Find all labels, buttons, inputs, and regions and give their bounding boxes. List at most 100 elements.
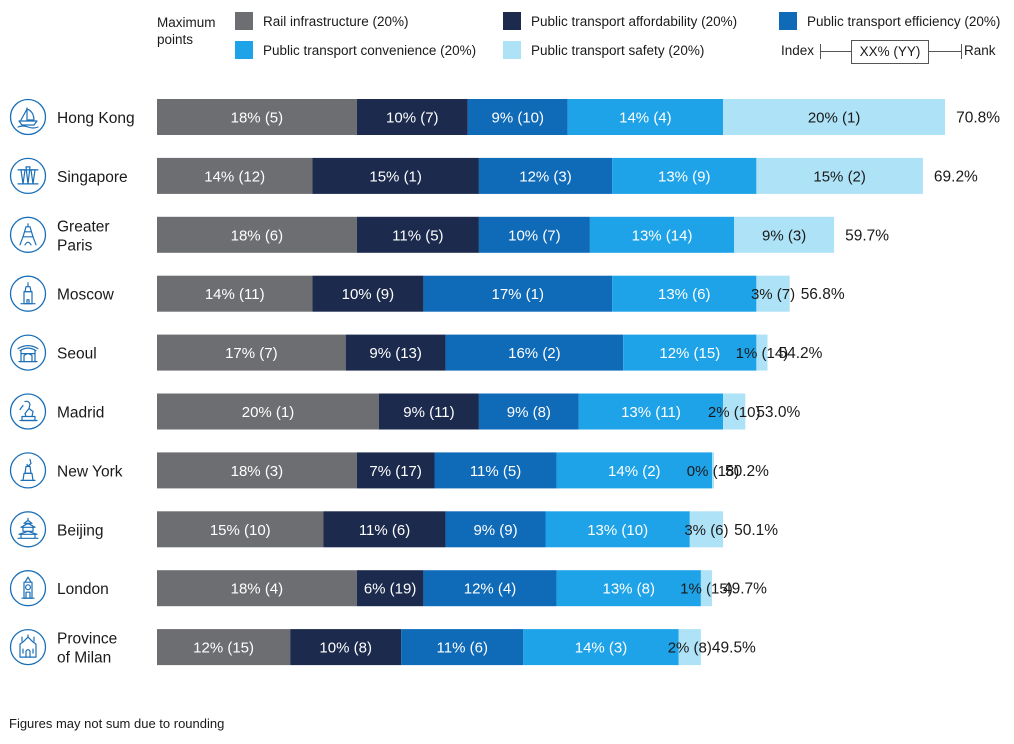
bar-row: Moscow 14% (11) 10% (9) 17% (1) 13% (6) 3% (7… [9,275,845,312]
footnote: Figures may not sum due to rounding [9,716,225,731]
bar-value-label: 2% (8) [668,640,712,657]
bar-segment [356,452,435,489]
bar-value-label: 3% (7) [751,286,795,303]
bar-value-label: 1% (15) [680,581,733,598]
category-label: London [57,581,109,598]
bar-segment [157,157,313,194]
madrid-statue-icon [9,393,47,430]
bar-row: Madrid 20% (1) 9% (11) 9% (8) 13% (11) 2% (10… [9,393,800,430]
bar-value-label: 2% (10) [708,404,761,421]
bar-segment [445,511,546,548]
bar-value-label: 9% (3) [762,227,806,244]
legend-item-convenience: Public transport convenience (20%) [235,41,476,59]
bar-value-label: 9% (11) [403,404,454,421]
bar-segment [467,99,568,135]
bar-segment [157,99,357,135]
bar-value-label: 12% (3) [519,168,572,185]
legend: Maximum points Rail infrastructure (20%)… [0,0,1014,80]
bar-value-label: 15% (1) [369,168,422,185]
bar-value-label: 10% (7) [386,110,439,127]
bar-segment [756,334,768,371]
total-index-label: 49.5% [712,640,756,657]
bar-segment [556,570,701,607]
bar-segment [734,216,835,253]
bar-segment [567,99,724,135]
bar-segment [157,511,324,548]
total-index-label: 54.2% [779,345,823,362]
category-label: Singapore [57,169,128,186]
category-label: Province of Milan [57,631,117,667]
bar-segment [678,629,701,666]
bar-row: London 18% (4) 6% (19) 12% (4) 13% (8) 1% (15… [9,570,767,607]
bar-value-label: 18% (5) [231,110,284,127]
category-label: Moscow [57,287,115,304]
bar-value-label: 15% (2) [813,168,866,185]
bar-value-label: 18% (4) [231,581,284,598]
bar-segment [478,393,579,430]
bar-value-label: 13% (6) [658,286,711,303]
bar-value-label: 9% (8) [507,404,551,421]
bar-segment [356,216,479,253]
bar-value-label: 0% (18) [687,463,740,480]
legend-key-index-label: Index [781,43,815,58]
bar-segment [157,334,346,371]
bar-segment [545,511,690,548]
bar-value-label: 10% (9) [342,286,395,303]
bar-row: Greater Paris 18% (6) 11% (5) 10% (7) 13% (14… [9,216,889,254]
category-label: Greater Paris [57,218,110,254]
bar-segment [157,216,357,253]
bar-segment [689,511,724,548]
legend-label-safety: Public transport safety (20%) [531,42,705,58]
legend-key-value-box: XX% (YY) [851,40,929,64]
legend-swatch-rail [235,12,253,30]
bar-segment [612,275,757,312]
bar-value-label: 11% (6) [359,522,410,539]
total-index-label: 50.2% [725,463,769,480]
total-index-label: 49.7% [723,581,767,598]
bar-segment [712,452,714,489]
total-index-label: 56.8% [801,286,845,303]
bar-value-label: 17% (1) [491,286,544,303]
bar-value-label: 11% (5) [470,463,521,480]
category-label: Beijing [57,522,104,539]
bar-value-label: 13% (8) [602,581,655,598]
legend-key-tick-left [820,44,821,59]
bar-segment [700,570,712,607]
bar-value-label: 14% (11) [205,286,265,303]
bar-segment [312,275,424,312]
bar-value-label: 14% (4) [619,110,672,127]
legend-index-rank-key: Index XX% (YY) Rank [781,40,1013,64]
bar-value-label: 13% (9) [658,168,711,185]
bar-row: Singapore 14% (12) 15% (1) 12% (3) 13% (9) 15… [9,157,978,195]
statue-of-liberty-icon [9,452,47,489]
bar-segment [523,629,679,666]
bar-value-label: 20% (1) [242,404,295,421]
category-label: Hong Kong [57,110,135,127]
legend-item-efficiency: Public transport efficiency (20%) [779,12,1000,30]
category-label: New York [57,463,123,480]
bar-segment [756,157,923,194]
bar-segment [157,570,357,607]
bar-value-label: 12% (4) [464,581,517,598]
bar-segment [312,157,479,194]
bar-value-label: 11% (5) [392,227,443,244]
bar-row: New York 18% (3) 7% (17) 11% (5) 14% (2) 0% (… [9,452,769,489]
bar-segment [723,393,746,430]
bar-value-label: 18% (6) [231,227,284,244]
bar-value-label: 1% (14) [736,345,789,362]
legend-label-convenience: Public transport convenience (20%) [263,42,477,58]
bar-value-label: 10% (7) [508,227,561,244]
bar-segment [445,334,624,371]
bar-value-label: 13% (14) [632,227,693,244]
bar-value-label: 3% (6) [684,522,728,539]
bar-segment [379,393,479,430]
bar-segment [723,99,946,135]
total-index-label: 69.2% [934,168,978,185]
bar-value-label: 10% (8) [319,640,372,657]
bar-value-label: 9% (13) [369,345,422,362]
bar-value-label: 18% (3) [231,463,284,480]
bar-value-label: 6% (19) [364,581,417,598]
bar-value-label: 16% (2) [508,345,561,362]
bar-value-label: 12% (15) [193,640,254,657]
bar-segment [401,629,524,666]
